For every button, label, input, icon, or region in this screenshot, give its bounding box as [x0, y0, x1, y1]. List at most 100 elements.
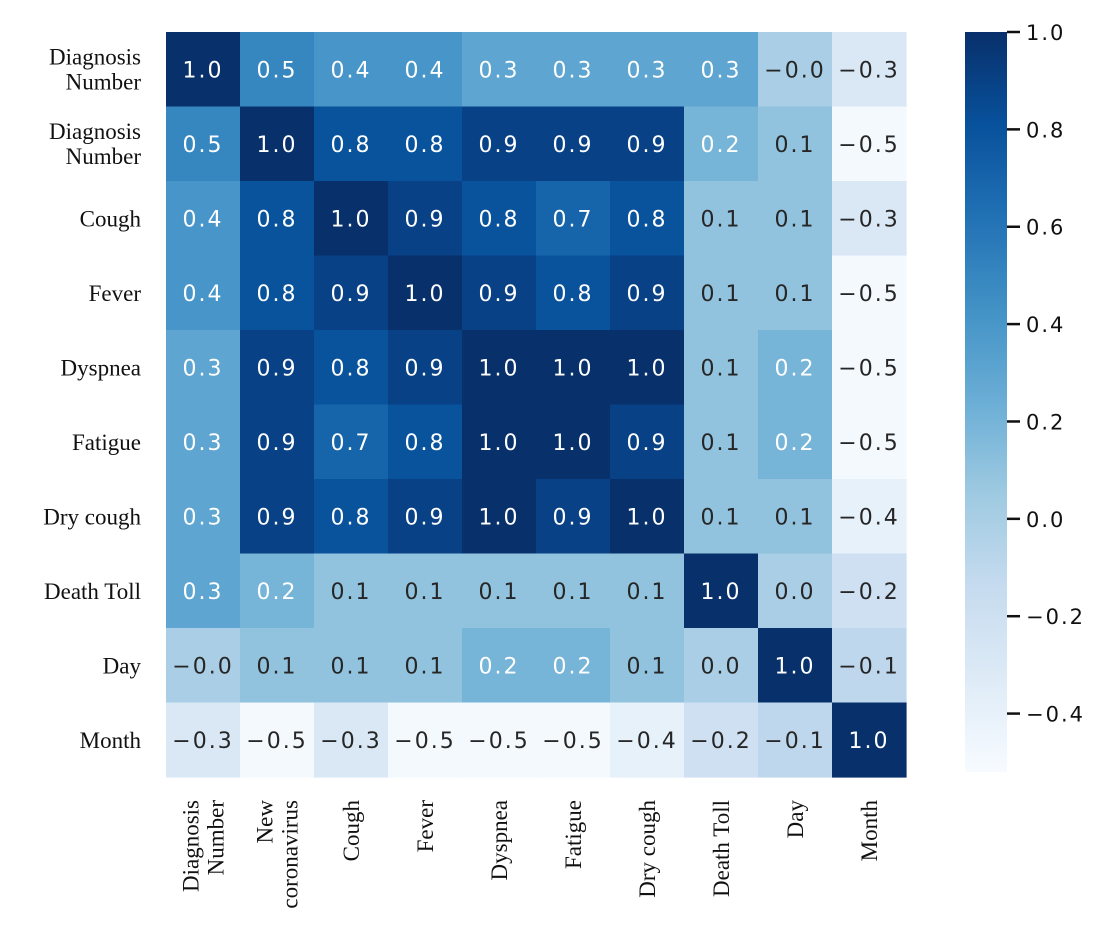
cell-value-label: 1.0: [627, 505, 668, 530]
cell-value-label: 0.3: [479, 58, 520, 83]
heatmap-cell: [240, 404, 315, 480]
cell-value-label: 1.0: [775, 654, 816, 679]
cell-value-label: 0.3: [553, 58, 594, 83]
cell-value-label: 1.0: [479, 356, 520, 381]
heatmap-cell: [462, 702, 537, 778]
cell-value-label: 1.0: [183, 58, 224, 83]
heatmap-cell: [832, 404, 907, 480]
column-label: Day: [783, 800, 808, 839]
cell-value-label: 0.1: [775, 133, 816, 158]
row-label: Cough: [80, 206, 142, 231]
heatmap-cell: [684, 106, 759, 182]
heatmap-cell: [388, 106, 463, 182]
heatmap-cell: [388, 330, 463, 406]
heatmap-cell: [536, 628, 611, 704]
cell-value-label: 1.0: [627, 356, 668, 381]
cell-value-label: −0.1: [764, 729, 825, 754]
cell-value-label: 0.8: [627, 207, 668, 232]
heatmap-cell: [832, 106, 907, 182]
cell-value-label: 0.4: [183, 207, 224, 232]
cell-value-label: 0.5: [183, 133, 224, 158]
cell-value-label: −0.2: [690, 729, 751, 754]
cell-value-label: 0.9: [479, 133, 520, 158]
heatmap-cell: [166, 553, 241, 629]
heatmap-cell: [610, 181, 685, 257]
column-label: Dry cough: [635, 800, 660, 898]
cell-value-label: 0.1: [701, 356, 742, 381]
heatmap-cell: [388, 628, 463, 704]
heatmap-cell: [240, 32, 315, 108]
cell-value-label: 1.0: [479, 431, 520, 456]
column-label: Cough: [339, 800, 364, 862]
cell-value-label: 0.8: [331, 505, 372, 530]
heatmap-cell: [832, 553, 907, 629]
cell-value-label: −0.5: [838, 431, 899, 456]
heatmap-cell: [314, 404, 389, 480]
column-labels: DiagnosisNumber Newcoronavirus Cough Fever D…: [179, 800, 883, 909]
cell-value-label: 0.3: [183, 580, 224, 605]
cell-value-label: 0.3: [183, 431, 224, 456]
cell-value-label: 0.9: [627, 431, 668, 456]
heatmap-cell: [684, 702, 759, 778]
cell-value-label: 0.8: [405, 133, 446, 158]
cell-value-label: 0.1: [627, 654, 668, 679]
cell-value-label: −0.5: [838, 133, 899, 158]
heatmap-cell: [536, 181, 611, 257]
row-label: Fever: [89, 281, 142, 306]
column-label: Death Toll: [709, 800, 734, 897]
heatmap-cell: [314, 553, 389, 629]
cell-value-label: 0.9: [257, 356, 298, 381]
heatmap-cell: [832, 330, 907, 406]
cell-value-label: 0.8: [479, 207, 520, 232]
cell-value-label: 0.8: [257, 282, 298, 307]
heatmap-cell: [314, 702, 389, 778]
cell-value-label: 0.8: [331, 356, 372, 381]
row-label: Death Toll: [44, 579, 141, 604]
cell-value-label: 0.2: [701, 133, 742, 158]
cell-value-label: 0.0: [701, 654, 742, 679]
heatmap-cell: [314, 106, 389, 182]
cell-value-label: 1.0: [479, 505, 520, 530]
cell-value-label: −0.3: [172, 729, 233, 754]
heatmap-cell: [758, 330, 833, 406]
heatmap-cell: [536, 702, 611, 778]
heatmap-cell: [166, 702, 241, 778]
heatmap-cell: [610, 330, 685, 406]
heatmap-cell: [166, 404, 241, 480]
cell-value-label: 0.1: [701, 207, 742, 232]
cell-value-label: 1.0: [553, 356, 594, 381]
heatmap-cell: [536, 32, 611, 108]
cell-value-label: −0.2: [838, 580, 899, 605]
row-label: Month: [80, 728, 142, 753]
heatmap-cell: [610, 106, 685, 182]
row-label: Day: [103, 653, 142, 678]
cell-value-label: 0.8: [257, 207, 298, 232]
cell-value-label: 0.1: [701, 505, 742, 530]
cell-value-label: 0.1: [405, 654, 446, 679]
cell-value-label: 0.1: [775, 207, 816, 232]
heatmap-cell: [684, 479, 759, 555]
heatmap-cell: [610, 479, 685, 555]
cell-value-label: 0.3: [627, 58, 668, 83]
heatmap-cell: [240, 255, 315, 331]
heatmap-cell: [240, 553, 315, 629]
cell-value-label: 0.2: [775, 431, 816, 456]
column-label: Fatigue: [561, 800, 586, 869]
heatmap-cell: [758, 702, 833, 778]
cell-value-label: 1.0: [701, 580, 742, 605]
cell-value-label: 0.1: [701, 282, 742, 307]
heatmap-cell: [758, 628, 833, 704]
cell-value-label: −0.3: [838, 207, 899, 232]
cell-value-label: 0.1: [331, 654, 372, 679]
heatmap-cell: [166, 255, 241, 331]
heatmap-cell: [536, 479, 611, 555]
heatmap-cell: [166, 106, 241, 182]
cell-value-label: −0.5: [246, 729, 307, 754]
cell-value-label: 0.9: [257, 431, 298, 456]
cell-value-label: 0.3: [183, 356, 224, 381]
colorbar-tick-label: 0.2: [1026, 410, 1065, 434]
heatmap-cell: [758, 32, 833, 108]
cell-value-label: −0.5: [468, 729, 529, 754]
cell-value-label: −0.0: [172, 654, 233, 679]
